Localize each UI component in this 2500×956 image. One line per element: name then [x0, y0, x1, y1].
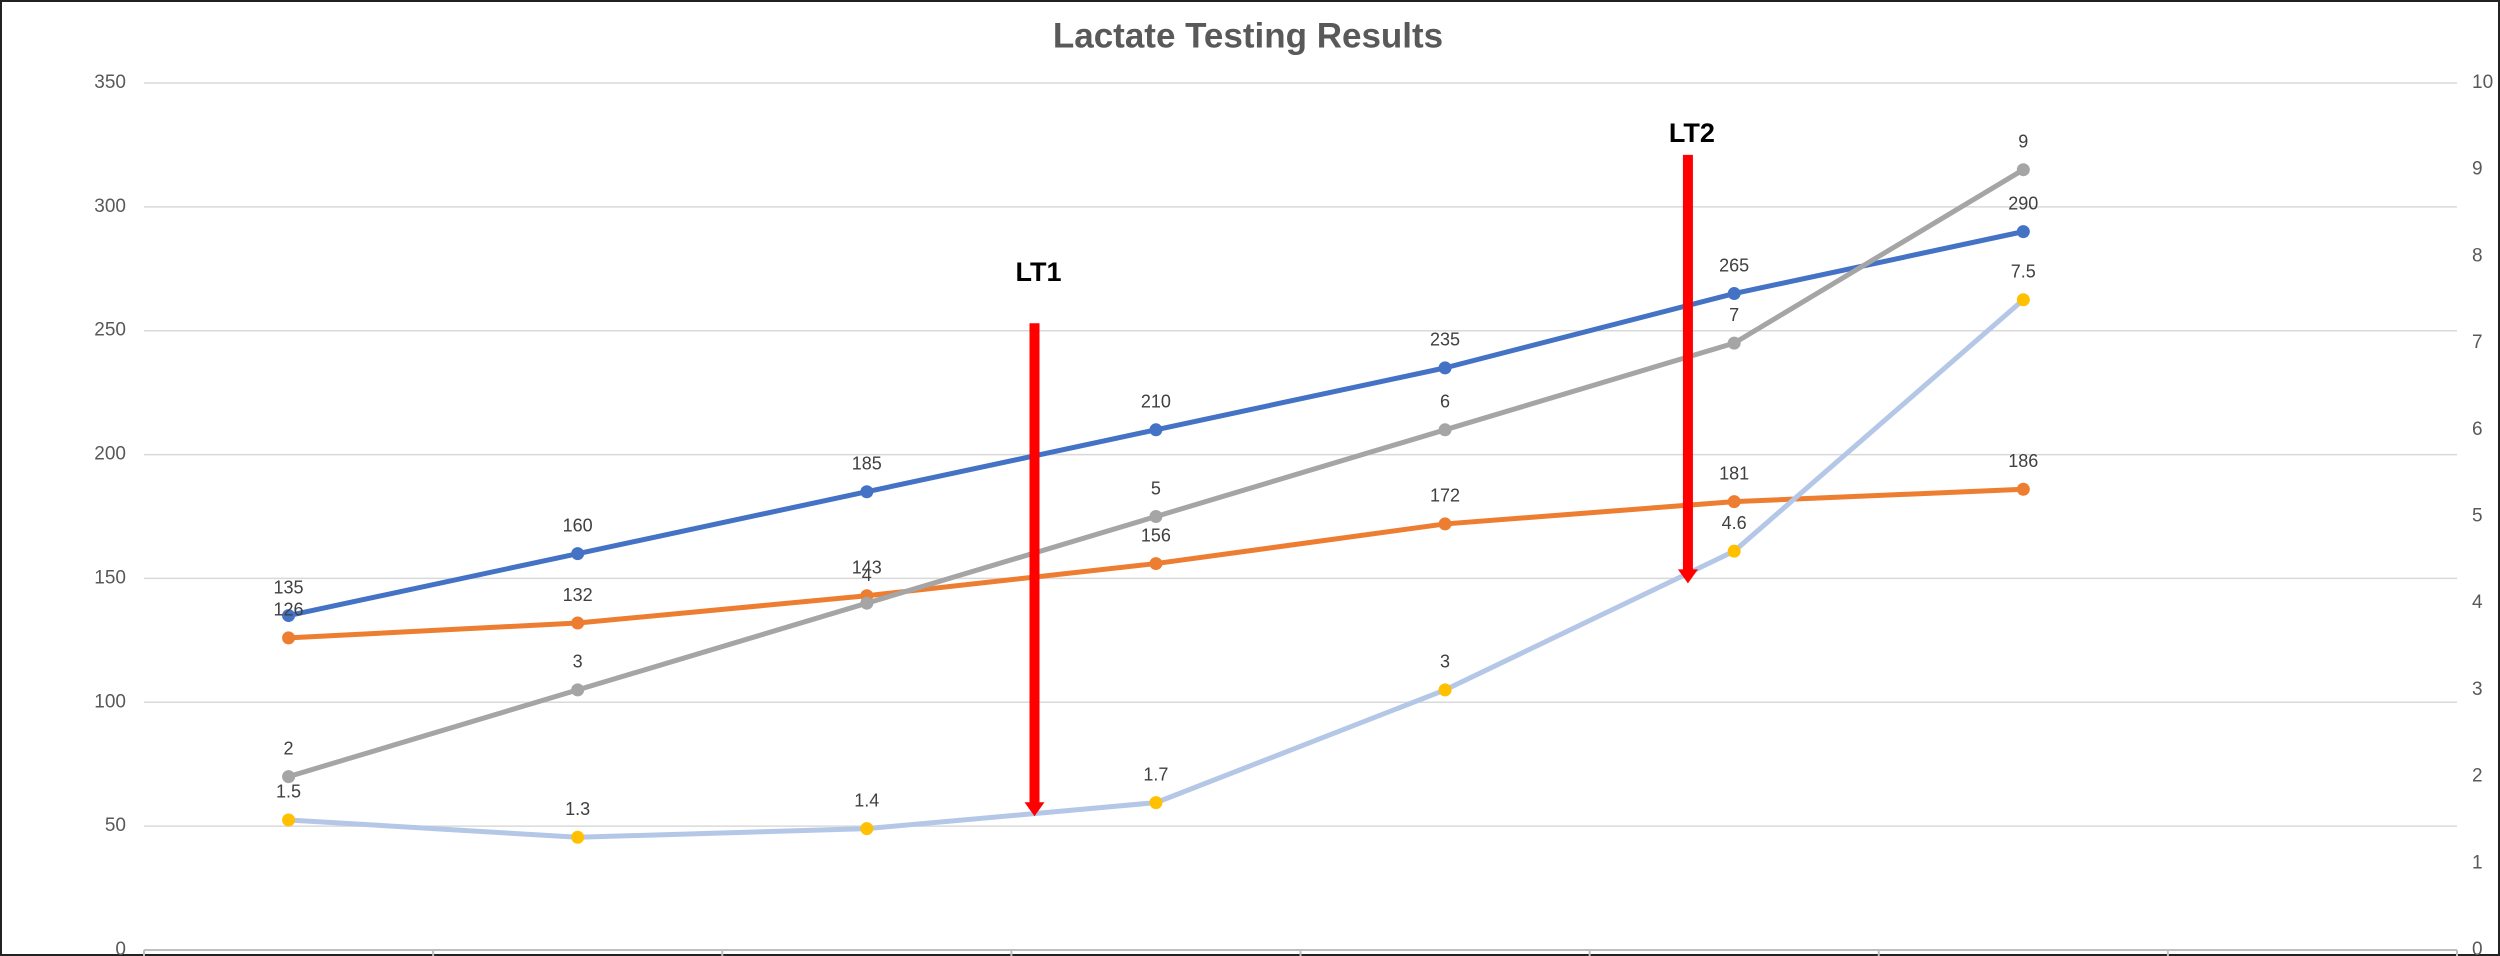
data-point [1149, 423, 1163, 437]
data-point [860, 596, 874, 610]
y2-tick-label: 5 [2472, 506, 2483, 527]
data-label: 1.3 [565, 799, 590, 819]
data-label: 1.4 [854, 790, 879, 810]
data-label: 135 [274, 577, 304, 597]
data-point [282, 813, 296, 827]
y-tick-label: 250 [94, 320, 126, 341]
data-point [1149, 796, 1163, 810]
data-point [571, 683, 585, 697]
data-point [1149, 510, 1163, 523]
data-point [860, 485, 874, 499]
data-point [2016, 225, 2030, 239]
annotation-arrowhead [1677, 569, 1698, 584]
y2-tick-label: 3 [2472, 679, 2483, 700]
y2-tick-label: 2 [2472, 766, 2483, 787]
data-point [1438, 683, 1452, 697]
data-label: 1.5 [276, 782, 301, 802]
data-point [2016, 163, 2030, 177]
y-tick-label: 100 [94, 691, 126, 712]
data-label: 7.5 [2011, 262, 2036, 282]
data-point [1727, 544, 1741, 558]
data-label: 156 [1141, 525, 1171, 545]
data-label: 4 [862, 565, 872, 585]
y-tick-label: 150 [94, 567, 126, 588]
data-point [282, 770, 296, 784]
y-tick-label: 50 [105, 815, 126, 836]
data-point [571, 616, 585, 630]
data-point [1727, 336, 1741, 350]
data-label: 132 [563, 585, 593, 605]
y2-tick-label: 4 [2472, 592, 2483, 613]
data-point [1149, 557, 1163, 571]
y2-tick-label: 1 [2472, 852, 2483, 873]
data-label: 181 [1719, 463, 1749, 483]
annotation-arrowhead [1024, 802, 1045, 817]
y-tick-label: 0 [115, 939, 126, 956]
y2-tick-label: 7 [2472, 332, 2483, 353]
y-tick-label: 300 [94, 196, 126, 217]
data-point [1438, 361, 1452, 375]
chart-title: Lactate Testing Results [1053, 16, 1443, 55]
data-label: 210 [1141, 392, 1171, 412]
y2-tick-label: 6 [2472, 419, 2483, 440]
data-label: 6 [1440, 392, 1450, 412]
data-label: 172 [1430, 486, 1460, 506]
data-point [1727, 287, 1741, 301]
data-label: 186 [2008, 451, 2038, 471]
data-label: 7 [1729, 305, 1739, 325]
data-point [1438, 517, 1452, 531]
y-tick-label: 350 [94, 72, 126, 93]
data-label: 4.6 [1722, 513, 1747, 533]
data-point [1727, 495, 1741, 509]
annotation-label: LT2 [1669, 118, 1715, 148]
data-label: 126 [274, 600, 304, 620]
data-label: 3 [1440, 652, 1450, 672]
data-label: 235 [1430, 330, 1460, 350]
y2-tick-label: 9 [2472, 159, 2483, 180]
data-point [1438, 423, 1452, 437]
data-label: 265 [1719, 255, 1749, 275]
data-point [282, 609, 296, 623]
data-label: 9 [2018, 131, 2028, 151]
data-point [860, 822, 874, 836]
data-label: 3 [573, 652, 583, 672]
data-label: 2 [284, 738, 294, 758]
data-label: 185 [852, 453, 882, 473]
data-label: 143 [852, 558, 882, 578]
data-label: 160 [563, 515, 593, 535]
data-label: 5 [1151, 478, 1161, 498]
data-point [571, 830, 585, 844]
data-label: 290 [2008, 193, 2038, 213]
annotation-label: LT1 [1016, 257, 1062, 287]
data-label: 1.7 [1143, 764, 1168, 784]
y2-tick-label: 0 [2472, 939, 2483, 956]
y2-tick-label: 10 [2472, 72, 2493, 93]
data-point [282, 631, 296, 645]
data-point [571, 547, 585, 561]
data-point [2016, 482, 2030, 496]
y-tick-label: 200 [94, 444, 126, 465]
y2-tick-label: 8 [2472, 245, 2483, 266]
data-point [2016, 293, 2030, 307]
